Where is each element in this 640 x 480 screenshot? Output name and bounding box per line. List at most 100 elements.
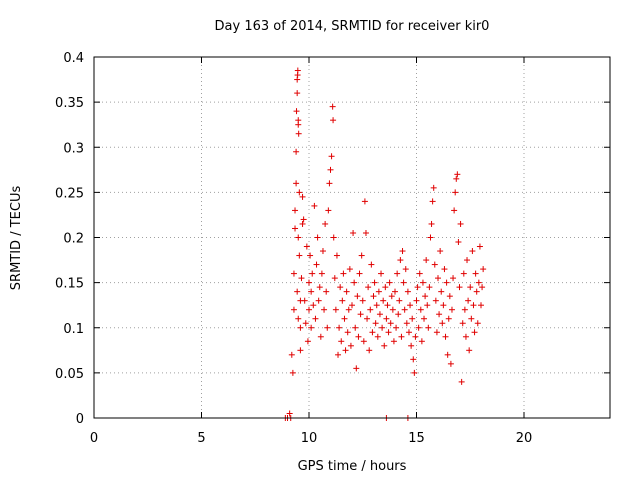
data-point — [444, 351, 451, 358]
data-point — [450, 275, 457, 282]
data-point — [399, 248, 406, 255]
x-tick-label: 0 — [90, 431, 98, 446]
y-tick-label: 0.2 — [63, 232, 84, 247]
data-point — [292, 225, 299, 232]
data-point — [388, 293, 395, 300]
data-point — [423, 257, 430, 264]
data-point — [427, 234, 434, 241]
data-point — [404, 288, 411, 295]
data-point — [453, 175, 460, 182]
axis-ticks: 0 5 10 15 20 0 0.05 0.1 0.15 0.2 0.25 0.3 0.35 0.4 — [55, 51, 610, 446]
y-tick-label: 0 — [76, 412, 84, 427]
data-point — [370, 293, 377, 300]
data-point — [424, 302, 431, 309]
data-point — [374, 333, 381, 340]
data-point — [476, 243, 483, 250]
data-point — [311, 202, 318, 209]
data-point — [317, 333, 324, 340]
data-point — [403, 320, 410, 327]
data-point — [440, 302, 447, 309]
data-point — [354, 293, 361, 300]
data-point — [290, 306, 297, 313]
data-point — [411, 369, 418, 376]
data-point — [389, 306, 396, 313]
data-point — [339, 297, 346, 304]
data-point — [327, 166, 334, 173]
data-point — [468, 315, 475, 322]
data-point — [338, 338, 345, 345]
data-point — [436, 311, 443, 318]
data-point — [358, 252, 365, 259]
data-point — [401, 306, 408, 313]
data-point — [372, 320, 379, 327]
data-point — [329, 103, 336, 110]
data-point — [308, 288, 315, 295]
data-point — [458, 378, 465, 385]
data-point — [445, 315, 452, 322]
data-point — [294, 90, 301, 97]
data-point — [384, 302, 391, 309]
data-point — [292, 207, 299, 214]
data-point — [368, 261, 375, 268]
data-point — [300, 216, 307, 223]
data-point — [330, 234, 337, 241]
data-point — [349, 302, 355, 309]
data-point — [425, 324, 432, 331]
data-point — [319, 248, 326, 255]
data-point — [296, 189, 303, 196]
data-point — [441, 266, 448, 273]
data-point — [479, 284, 486, 291]
data-point — [469, 248, 476, 255]
data-point — [336, 324, 343, 331]
data-point — [326, 180, 333, 187]
data-point — [396, 297, 403, 304]
data-point — [340, 270, 347, 277]
data-point — [357, 311, 364, 318]
y-tick-label: 0.15 — [55, 277, 84, 292]
data-point — [452, 189, 459, 196]
data-point — [402, 266, 409, 273]
data-point — [359, 297, 366, 304]
data-point — [447, 360, 454, 367]
data-point — [459, 320, 466, 327]
data-point — [297, 347, 304, 354]
data-point — [316, 284, 323, 291]
data-point — [412, 333, 419, 340]
data-point — [306, 279, 312, 286]
x-tick-label: 5 — [197, 431, 205, 446]
data-point — [346, 266, 353, 273]
data-point — [466, 347, 473, 354]
data-point — [394, 270, 401, 277]
data-point — [341, 315, 348, 322]
y-tick-label: 0.35 — [55, 96, 84, 111]
data-point — [429, 198, 436, 205]
data-point — [438, 288, 445, 295]
y-tick-label: 0.4 — [63, 51, 84, 66]
data-point — [421, 315, 428, 322]
y-tick-label: 0.3 — [63, 141, 84, 156]
data-point — [293, 108, 300, 115]
data-point — [343, 288, 350, 295]
data-point — [361, 198, 368, 205]
data-point — [387, 320, 394, 327]
data-point — [323, 288, 330, 295]
data-point — [308, 324, 315, 331]
data-point — [295, 121, 302, 128]
data-point — [397, 257, 404, 264]
data-point — [355, 333, 362, 340]
data-point — [455, 239, 462, 246]
data-point — [309, 270, 316, 277]
data-point — [379, 324, 386, 331]
data-point — [356, 270, 363, 277]
data-point — [331, 275, 338, 282]
data-point — [442, 333, 449, 340]
grid — [94, 57, 610, 418]
data-point — [467, 284, 474, 291]
data-point — [454, 171, 461, 178]
data-point — [390, 338, 397, 345]
data-point — [365, 284, 372, 291]
data-point — [315, 297, 322, 304]
data-point — [408, 342, 415, 349]
data-point — [446, 293, 453, 300]
